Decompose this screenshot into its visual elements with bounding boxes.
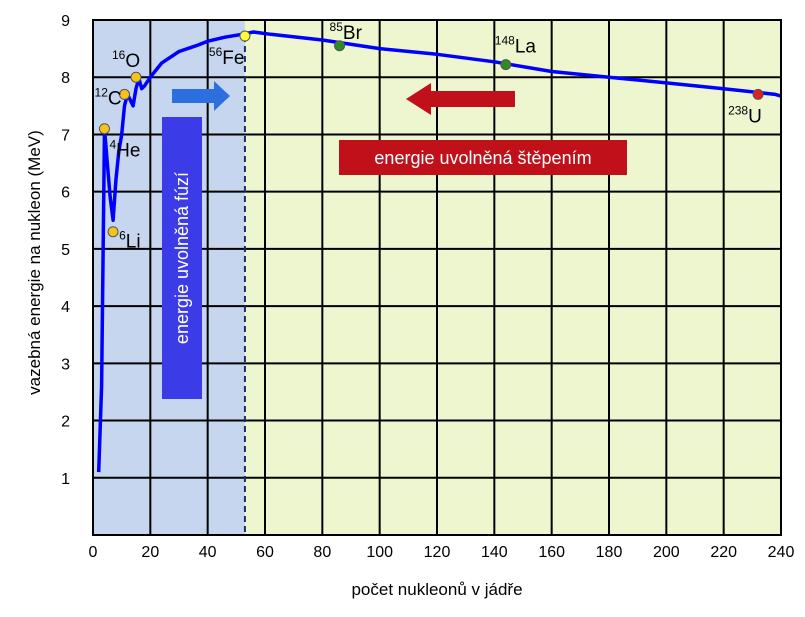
nuclide-label-br: 85Br bbox=[330, 20, 363, 44]
y-tick-label: 6 bbox=[61, 185, 70, 202]
nuclide-marker-c bbox=[119, 88, 131, 100]
fission-label: energie uvolněná štěpením bbox=[374, 148, 591, 168]
fusion-banner bbox=[162, 117, 202, 399]
x-tick-label: 200 bbox=[653, 544, 680, 561]
x-tick-label: 160 bbox=[538, 544, 565, 561]
y-tick-label: 8 bbox=[61, 70, 70, 87]
fusion-label: energie uvolněná fúzí bbox=[172, 172, 192, 344]
nuclide-mass-number: 148 bbox=[495, 34, 515, 48]
x-tick-label: 140 bbox=[481, 544, 508, 561]
nuclide-mass-number: 16 bbox=[112, 48, 126, 62]
x-tick-label: 60 bbox=[256, 544, 274, 561]
nuclide-markers bbox=[98, 30, 764, 238]
x-tick-label: 120 bbox=[424, 544, 451, 561]
y-tick-label: 7 bbox=[61, 127, 70, 144]
nuclide-marker-li bbox=[107, 226, 119, 238]
nuclide-label-o: 16O bbox=[112, 48, 140, 72]
y-tick-label: 1 bbox=[61, 471, 70, 488]
x-tick-labels: 0 20 40 60 80 100 120 140 160 180 200 220 240 bbox=[89, 544, 795, 561]
nuclide-mass-number: 56 bbox=[209, 45, 223, 59]
nuclide-label-u: 238U bbox=[728, 103, 762, 127]
y-tick-label: 2 bbox=[61, 414, 70, 431]
nuclide-symbol: Fe bbox=[222, 48, 244, 69]
nuclide-symbol: C bbox=[108, 88, 122, 109]
plot-frame bbox=[92, 19, 782, 536]
x-tick-label: 180 bbox=[596, 544, 623, 561]
nuclide-marker-fe bbox=[239, 30, 251, 42]
x-tick-label: 0 bbox=[89, 544, 98, 561]
x-tick-label: 100 bbox=[366, 544, 393, 561]
nuclide-mass-number: 12 bbox=[95, 85, 109, 99]
nuclide-label-he: 4He bbox=[109, 138, 140, 162]
x-tick-label: 240 bbox=[768, 544, 795, 561]
nuclide-marker-he bbox=[98, 123, 110, 135]
nuclide-symbol: La bbox=[515, 37, 537, 58]
x-axis-title: počet nukleonů v jádře bbox=[351, 580, 522, 599]
nuclide-mass-number: 6 bbox=[119, 229, 126, 243]
nuclide-label-c: 12C bbox=[95, 85, 122, 109]
nuclide-symbol: He bbox=[116, 141, 140, 162]
nuclide-symbol: U bbox=[748, 106, 762, 127]
x-tick-label: 80 bbox=[313, 544, 331, 561]
nuclide-marker-u bbox=[752, 88, 764, 100]
nuclide-symbol: Br bbox=[343, 23, 363, 44]
x-tick-label: 20 bbox=[141, 544, 159, 561]
nuclide-symbol: O bbox=[125, 51, 140, 72]
nuclide-marker-br bbox=[334, 40, 346, 52]
nuclide-label-la: 148La bbox=[495, 34, 537, 58]
x-tick-label: 220 bbox=[710, 544, 737, 561]
y-tick-labels: 1 2 3 4 5 6 7 8 9 bbox=[61, 13, 70, 488]
y-tick-label: 5 bbox=[61, 242, 70, 259]
nuclide-labels: 4He 6Li 12C 16O 56Fe 85Br 148La 238U bbox=[95, 20, 762, 253]
nuclide-mass-number: 85 bbox=[330, 20, 344, 34]
nuclide-label-fe: 56Fe bbox=[209, 45, 245, 69]
nuclide-mass-number: 4 bbox=[109, 138, 116, 152]
nuclide-symbol: Li bbox=[126, 232, 141, 253]
x-tick-label: 40 bbox=[199, 544, 217, 561]
fusion-arrow-icon bbox=[172, 81, 230, 111]
y-axis-title: vazebná energie na nukleon (MeV) bbox=[25, 130, 44, 395]
fission-arrow-icon bbox=[406, 83, 515, 115]
fission-banner bbox=[339, 140, 627, 175]
nuclide-marker-o bbox=[130, 71, 142, 83]
y-tick-label: 3 bbox=[61, 356, 70, 373]
y-tick-label: 9 bbox=[61, 13, 70, 30]
nuclide-label-li: 6Li bbox=[119, 229, 140, 253]
nuclide-mass-number: 238 bbox=[728, 103, 748, 117]
nuclide-marker-la bbox=[500, 59, 512, 71]
y-tick-label: 4 bbox=[61, 299, 70, 316]
